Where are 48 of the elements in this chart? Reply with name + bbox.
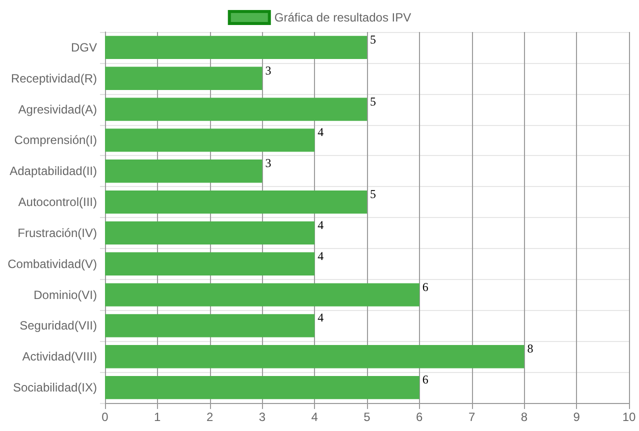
bar — [105, 98, 367, 121]
bar — [105, 314, 315, 338]
x-tick-label: 5 — [364, 410, 371, 424]
bar — [105, 36, 367, 60]
x-tick-label: 2 — [206, 410, 214, 424]
x-tick-label: 9 — [573, 410, 580, 424]
x-tick-label: 8 — [520, 410, 528, 424]
x-tick-label: 10 — [622, 410, 636, 424]
y-tick-label: Autocontrol(III) — [18, 195, 97, 210]
data-label: 3 — [265, 156, 272, 170]
y-tick-label: Agresividad(A) — [18, 102, 97, 116]
y-tick-label: DGV — [70, 40, 97, 54]
x-tick-label: 0 — [102, 410, 109, 424]
x-tick-label: 7 — [468, 410, 476, 424]
data-label: 6 — [422, 372, 428, 387]
y-tick-label: Receptividad(R) — [10, 71, 97, 86]
x-tick-label: 6 — [416, 410, 424, 424]
y-tick-label: Actividad(VIII) — [22, 350, 97, 364]
bar — [105, 128, 315, 152]
data-label: 5 — [370, 187, 376, 202]
data-label: 3 — [265, 63, 272, 78]
y-tick-label: Adaptabilidad(II) — [10, 164, 97, 178]
bar — [105, 252, 315, 276]
bar — [105, 66, 262, 90]
y-tick-label: Comprensión(I) — [14, 133, 97, 148]
y-tick-label: Combatividad(V) — [8, 256, 97, 271]
data-label: 4 — [318, 125, 324, 140]
y-tick-label: Frustración(IV) — [18, 226, 97, 240]
y-tick-label: Seguridad(VII) — [20, 318, 97, 333]
bar — [105, 221, 315, 245]
bar — [105, 345, 524, 368]
bar — [105, 283, 420, 306]
bar — [105, 376, 420, 400]
y-tick-label: Sociabilidad(IX) — [12, 380, 97, 395]
data-label: 5 — [370, 32, 376, 46]
x-tick-label: 4 — [311, 410, 318, 424]
data-label: 4 — [318, 218, 324, 232]
data-label: 8 — [527, 342, 534, 356]
legend-label: Gráfica de resultados IPV — [274, 10, 412, 24]
x-tick-label: 1 — [154, 410, 162, 424]
data-label: 5 — [370, 94, 376, 108]
bar — [105, 160, 262, 183]
data-label: 4 — [318, 310, 324, 325]
data-label: 4 — [318, 248, 324, 263]
bar — [105, 190, 367, 214]
data-label: 6 — [422, 280, 428, 294]
y-tick-label: Dominio(VI) — [34, 288, 97, 302]
x-tick-label: 3 — [258, 410, 266, 424]
